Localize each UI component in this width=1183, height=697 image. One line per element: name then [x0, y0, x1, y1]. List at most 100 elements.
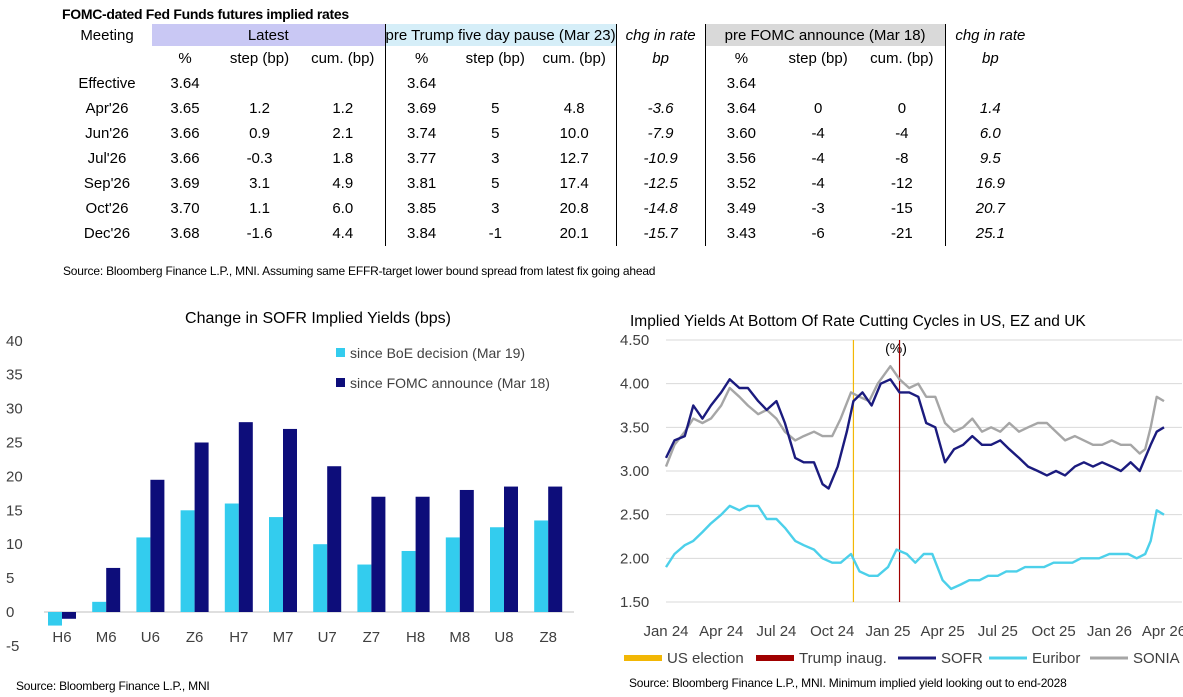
line-xtick-label: Jan 24 — [643, 623, 688, 640]
subheader-blank — [62, 46, 152, 71]
line-xtick-label: Jan 25 — [865, 623, 910, 640]
subheader-cell: bp — [944, 46, 1036, 71]
bar-xtick-label: M7 — [273, 629, 294, 646]
line-xtick-label: Oct 25 — [1032, 623, 1076, 640]
table-cell: 0.9 — [249, 125, 270, 142]
line-series — [664, 365, 1165, 591]
line-ytick-label: 1.50 — [620, 594, 649, 611]
table-cell: -4 — [811, 125, 825, 142]
bar-fomc-z8 — [548, 486, 563, 612]
line-xtick-label: Apr 25 — [920, 623, 964, 640]
bar-legend: since BoE decision (Mar 19) since FOMC a… — [336, 345, 550, 391]
bar-xtick-label: M8 — [449, 629, 470, 646]
sofr-bar-chart: Change in SOFR Implied Yields (bps) 40 35… — [6, 310, 574, 655]
bar-xtick-label: Z8 — [539, 629, 557, 646]
bar-ytick-label: 40 — [6, 333, 23, 350]
bar-boe-u6 — [136, 537, 151, 612]
table-cell: 20.1 — [559, 225, 589, 242]
header-trump-pause: pre Trump five day pause (Mar 23) — [384, 24, 617, 46]
line-legend: US election Trump inaug. SOFR Euribor SONIA — [624, 650, 1180, 667]
bar-fomc-z6 — [194, 442, 209, 612]
line-chart-unit: (%) — [885, 340, 907, 356]
header-pre-fomc: pre FOMC announce (Mar 18) — [704, 24, 946, 46]
legend-swatch-boe — [336, 348, 345, 357]
series-line-euribor — [664, 504, 1165, 591]
table-row: Apr'26 3.65 1.2 1.2 3.69 5 4.8 -3.6 3.64 0 0 1.4 — [62, 96, 1036, 121]
line-chart-source: Source: Bloomberg Finance L.P., MNI. Min… — [629, 676, 1067, 690]
subheader-cell: % — [178, 50, 192, 67]
bar-ytick-label: 30 — [6, 401, 23, 418]
table-cell — [944, 71, 1036, 96]
subheader-row: % step (bp) cum. (bp)% step (bp) cum. (bp) bp… — [62, 46, 1036, 71]
table-cell — [218, 71, 301, 96]
table-cell: 5 — [491, 125, 500, 142]
table-cell: -15 — [891, 200, 913, 217]
table-cell: 1.4 — [944, 96, 1036, 121]
table-cell: 1.1 — [249, 200, 270, 217]
series-line-sofr — [664, 378, 1165, 490]
legend-swatch-fomc — [336, 378, 345, 387]
line-ytick-label: 4.50 — [620, 332, 649, 349]
table-row: Effective 3.64 3.64 3.64 — [62, 71, 1036, 96]
bar-fomc-h8 — [415, 496, 430, 612]
table-title: FOMC-dated Fed Funds futures implied rat… — [62, 6, 349, 22]
table-cell: 3.69 — [170, 175, 200, 192]
table-cell: 3.85 — [384, 196, 458, 221]
table-cell — [777, 71, 859, 96]
table-cell: 4.8 — [563, 100, 585, 117]
legend-sofr-label: SOFR — [941, 650, 983, 667]
bar-boe-z6 — [180, 510, 195, 612]
bar-fomc-m8 — [459, 489, 474, 612]
series-line-sonia — [664, 365, 1165, 468]
subheader-cell: cum. (bp) — [870, 50, 934, 67]
table-cell: 3.77 — [384, 146, 458, 171]
table-cell: 3.84 — [384, 221, 458, 246]
bar-boe-m6 — [92, 601, 107, 612]
table-cell: 6.0 — [332, 200, 354, 217]
table-cell: 3.64 — [704, 96, 778, 121]
bar-fomc-h7 — [238, 422, 253, 612]
table-cell: 12.7 — [559, 150, 589, 167]
meeting-cell: Oct'26 — [85, 200, 129, 217]
table-cell: 2.1 — [332, 125, 354, 142]
bar-chart-title: Change in SOFR Implied Yields (bps) — [185, 310, 451, 327]
legend-euribor-label: Euribor — [1032, 650, 1080, 667]
table-cell: -4 — [811, 175, 825, 192]
bar-boe-m7 — [269, 517, 283, 612]
subheader-cell: cum. (bp) — [542, 50, 606, 67]
bar-yaxis: 40 35 30 25 20 15 10 5 0 -5 — [6, 333, 574, 655]
subheader-cell: % — [384, 46, 458, 71]
subheader-cell: % — [704, 46, 778, 71]
line-chart-title: Implied Yields At Bottom Of Rate Cutting… — [630, 313, 1086, 330]
legend-label-boe: since BoE decision (Mar 19) — [350, 345, 525, 361]
table-cell: 1.2 — [249, 100, 270, 117]
line-xaxis: Jan 24 Apr 24 Jul 24 Oct 24 Jan 25 Apr 25 Jul … — [643, 623, 1183, 640]
line-yaxis: 4.50 4.00 3.50 3.00 2.50 2.00 1.50 — [620, 332, 1182, 611]
table-cell: 3.68 — [170, 225, 200, 242]
table-cell: -0.3 — [246, 150, 273, 167]
table-cell: 10.0 — [559, 125, 589, 142]
table-row: Oct'26 3.70 1.1 6.0 3.85 3 20.8 -14.8 3.49 -3 -15 2… — [62, 196, 1036, 221]
table-cell: 3.70 — [170, 200, 200, 217]
table-cell: 3.56 — [704, 146, 778, 171]
bar-ytick-label: 20 — [6, 468, 23, 485]
table-cell: -15.7 — [615, 221, 706, 246]
bar-xtick-label: H7 — [229, 629, 248, 646]
bar-boe-u8 — [490, 527, 504, 612]
line-xtick-label: Jul 24 — [756, 623, 796, 640]
table-cell: 9.5 — [944, 146, 1036, 171]
table-cell: 3.74 — [384, 121, 458, 146]
table-cell: 25.1 — [944, 221, 1036, 246]
bar-xtick-label: H8 — [406, 629, 425, 646]
table-cell: -10.9 — [615, 146, 706, 171]
header-meeting: Meeting — [80, 26, 134, 44]
table-cell: 20.7 — [944, 196, 1036, 221]
subheader-cell: step (bp) — [788, 50, 848, 67]
table-cell: -12 — [891, 175, 913, 192]
table-cell: 3.60 — [704, 121, 778, 146]
table-cell — [301, 71, 385, 96]
bar-boe-z8 — [534, 520, 549, 612]
bar-boe-z7 — [357, 564, 372, 612]
bar-xtick-label: U8 — [494, 629, 513, 646]
table-cell: 17.4 — [559, 175, 589, 192]
